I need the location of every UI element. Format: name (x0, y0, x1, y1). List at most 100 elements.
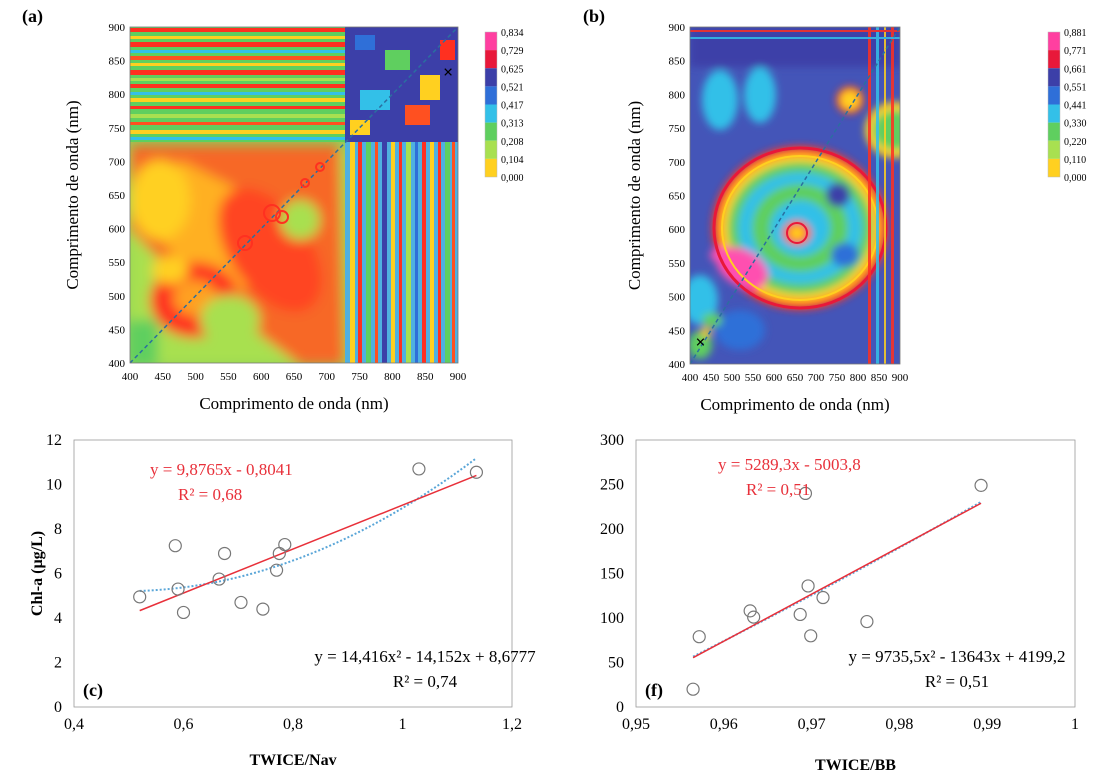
colorbar-a-segment (485, 32, 497, 51)
colorbar-a-label: 0,000 (501, 173, 524, 184)
scatter-c-point (412, 462, 426, 476)
colorbar-b-segment (1048, 86, 1060, 105)
colorbar-a-label: 0,208 (501, 137, 524, 148)
heatmap-b-ytick: 400 (669, 359, 686, 371)
colorbar-a-label: 0,834 (501, 28, 524, 39)
heatmap-b-xtick: 600 (766, 372, 783, 384)
scatter-f-point (860, 614, 874, 629)
scatter-c-xlabel: TWICE/Nav (249, 752, 336, 769)
heatmap-a-ytick: 450 (109, 324, 126, 336)
heatmap-a-ytick: 800 (109, 89, 126, 101)
scatter-f-poly-r2: R² = 0,51 (925, 672, 989, 691)
scatter-f-point (974, 478, 988, 492)
heatmap-a-ylabel: Comprimento de onda (nm) (63, 100, 82, 289)
scatter-c-xtick: 0,6 (174, 716, 194, 733)
colorbar-b-label: 0,551 (1064, 82, 1087, 93)
scatter-c-point (133, 590, 147, 604)
heatmap-a-right-stripes (345, 142, 458, 363)
colorbar-a-label: 0,521 (501, 82, 524, 93)
scatter-f-ytick: 100 (600, 610, 624, 627)
heatmap-b-ytick: 600 (669, 224, 686, 236)
scatter-c-ytick: 10 (46, 477, 62, 494)
scatter-c-point (176, 605, 191, 620)
scatter-c-poly-trendline (139, 457, 478, 592)
heatmap-a-marker: × (443, 62, 453, 82)
heatmap-a-ytick: 600 (109, 224, 126, 236)
heatmap-b-ytick: 800 (669, 89, 686, 101)
colorbar-b-label: 0,441 (1064, 101, 1087, 112)
scatter-c-poly-equation: y = 14,416x² - 14,152x + 8,6777 (314, 647, 536, 666)
scatter-c-frame (73, 439, 513, 708)
heatmap-b-ylabel: Comprimento de onda (nm) (625, 101, 644, 290)
heatmap-a-xlabel: Comprimento de onda (nm) (199, 394, 388, 413)
scatter-c-point (168, 539, 182, 553)
colorbar-b-segment (1048, 68, 1060, 87)
colorbar-b-frame (1047, 31, 1061, 178)
scatter-f-ytick: 50 (608, 655, 624, 672)
scatter-f-xtick: 0,99 (973, 716, 1001, 733)
heatmap-b-xtick: 650 (787, 372, 804, 384)
scatter-c-ytick: 4 (54, 610, 62, 627)
heatmap-a-axes: 400 450 500 550 600 650 700 750 800 850 900 400 450 5… (22, 6, 524, 413)
heatmap-b-ytick: 500 (669, 292, 686, 304)
colorbar-a-label: 0,625 (501, 64, 524, 75)
scatter-c-point (256, 602, 270, 616)
scatter-c: 0,4 0,6 0,8 1 1,2 0 2 4 6 8 10 12 TWICE/Nav Chl-a (µg… (29, 432, 536, 769)
heatmap-b-xtick: 850 (871, 372, 888, 384)
scatter-f-xtick: 0,97 (798, 716, 826, 733)
colorbar-a-segment (485, 104, 497, 123)
colorbar-a-label: 0,417 (501, 101, 524, 112)
heatmap-a-xtick: 500 (187, 371, 204, 383)
scatter-f-point (801, 579, 815, 593)
panel-label-b: (b) (583, 6, 605, 27)
heatmap-a-xtick: 450 (155, 371, 172, 383)
scatter-f-point (692, 630, 706, 644)
scatter-c-ytick: 2 (54, 655, 62, 672)
heatmap-b-xtick: 800 (850, 372, 867, 384)
scatter-f-ytick: 300 (600, 432, 624, 449)
heatmap-b-ytick: 700 (669, 157, 686, 169)
heatmap-a-xtick: 800 (384, 371, 401, 383)
scatter-c-linear-trendline (139, 474, 477, 612)
panel-label-f: (f) (645, 680, 663, 701)
colorbar-b-label: 0,661 (1064, 64, 1087, 75)
heatmap-b-xtick: 750 (829, 372, 846, 384)
heatmap-b-ytick: 550 (669, 258, 686, 270)
scatter-f-xtick: 0,98 (885, 716, 913, 733)
scatter-f-linear-r2: R² = 0,51 (746, 480, 810, 499)
heatmap-b: × (689, 26, 901, 365)
scatter-c-poly-r2: R² = 0,74 (393, 672, 458, 691)
scatter-c-xtick: 1,2 (502, 716, 522, 733)
heatmap-b-xtick: 500 (724, 372, 741, 384)
scatter-c-point (212, 572, 226, 586)
colorbar-b-segment (1048, 32, 1060, 51)
heatmap-b-axes: 400 450 500 550 600 650 700 750 800 850 900 400 450 5… (583, 6, 1087, 414)
scatter-f-point (798, 486, 813, 500)
heatmap-b-xtick: 450 (703, 372, 720, 384)
heatmap-a-xtick: 850 (417, 371, 434, 383)
heatmap-a-ytick: 400 (109, 358, 126, 370)
heatmap-b-xtick: 700 (808, 372, 825, 384)
heatmap-b-ytick: 850 (669, 56, 686, 68)
colorbar-a-label: 0,104 (501, 155, 524, 166)
colorbar-b-label: 0,110 (1064, 155, 1086, 166)
colorbar-b-segment (1048, 122, 1060, 141)
scatter-c-point (269, 563, 284, 577)
colorbar-a-label: 0,313 (501, 119, 524, 130)
heatmap-a-xtick: 900 (450, 371, 467, 383)
colorbar-b-label: 0,000 (1064, 173, 1087, 184)
scatter-c-ylabel: Chl-a (µg/L) (29, 531, 46, 616)
colorbar-a-segment (485, 68, 497, 87)
scatter-f-linear-trendline (692, 502, 982, 659)
scatter-f-point (816, 590, 830, 605)
heatmap-a-ytick: 850 (109, 56, 126, 68)
heatmap-b-xtick: 900 (892, 372, 909, 384)
scatter-c-point (278, 537, 292, 552)
heatmap-b-ytick: 650 (669, 191, 686, 203)
heatmap-a-ytick: 500 (109, 291, 126, 303)
colorbar-a-segment (485, 50, 497, 69)
colorbar-a-frame (484, 31, 498, 178)
heatmap-b-xtick: 550 (745, 372, 762, 384)
heatmap-a-xtick: 550 (220, 371, 237, 383)
